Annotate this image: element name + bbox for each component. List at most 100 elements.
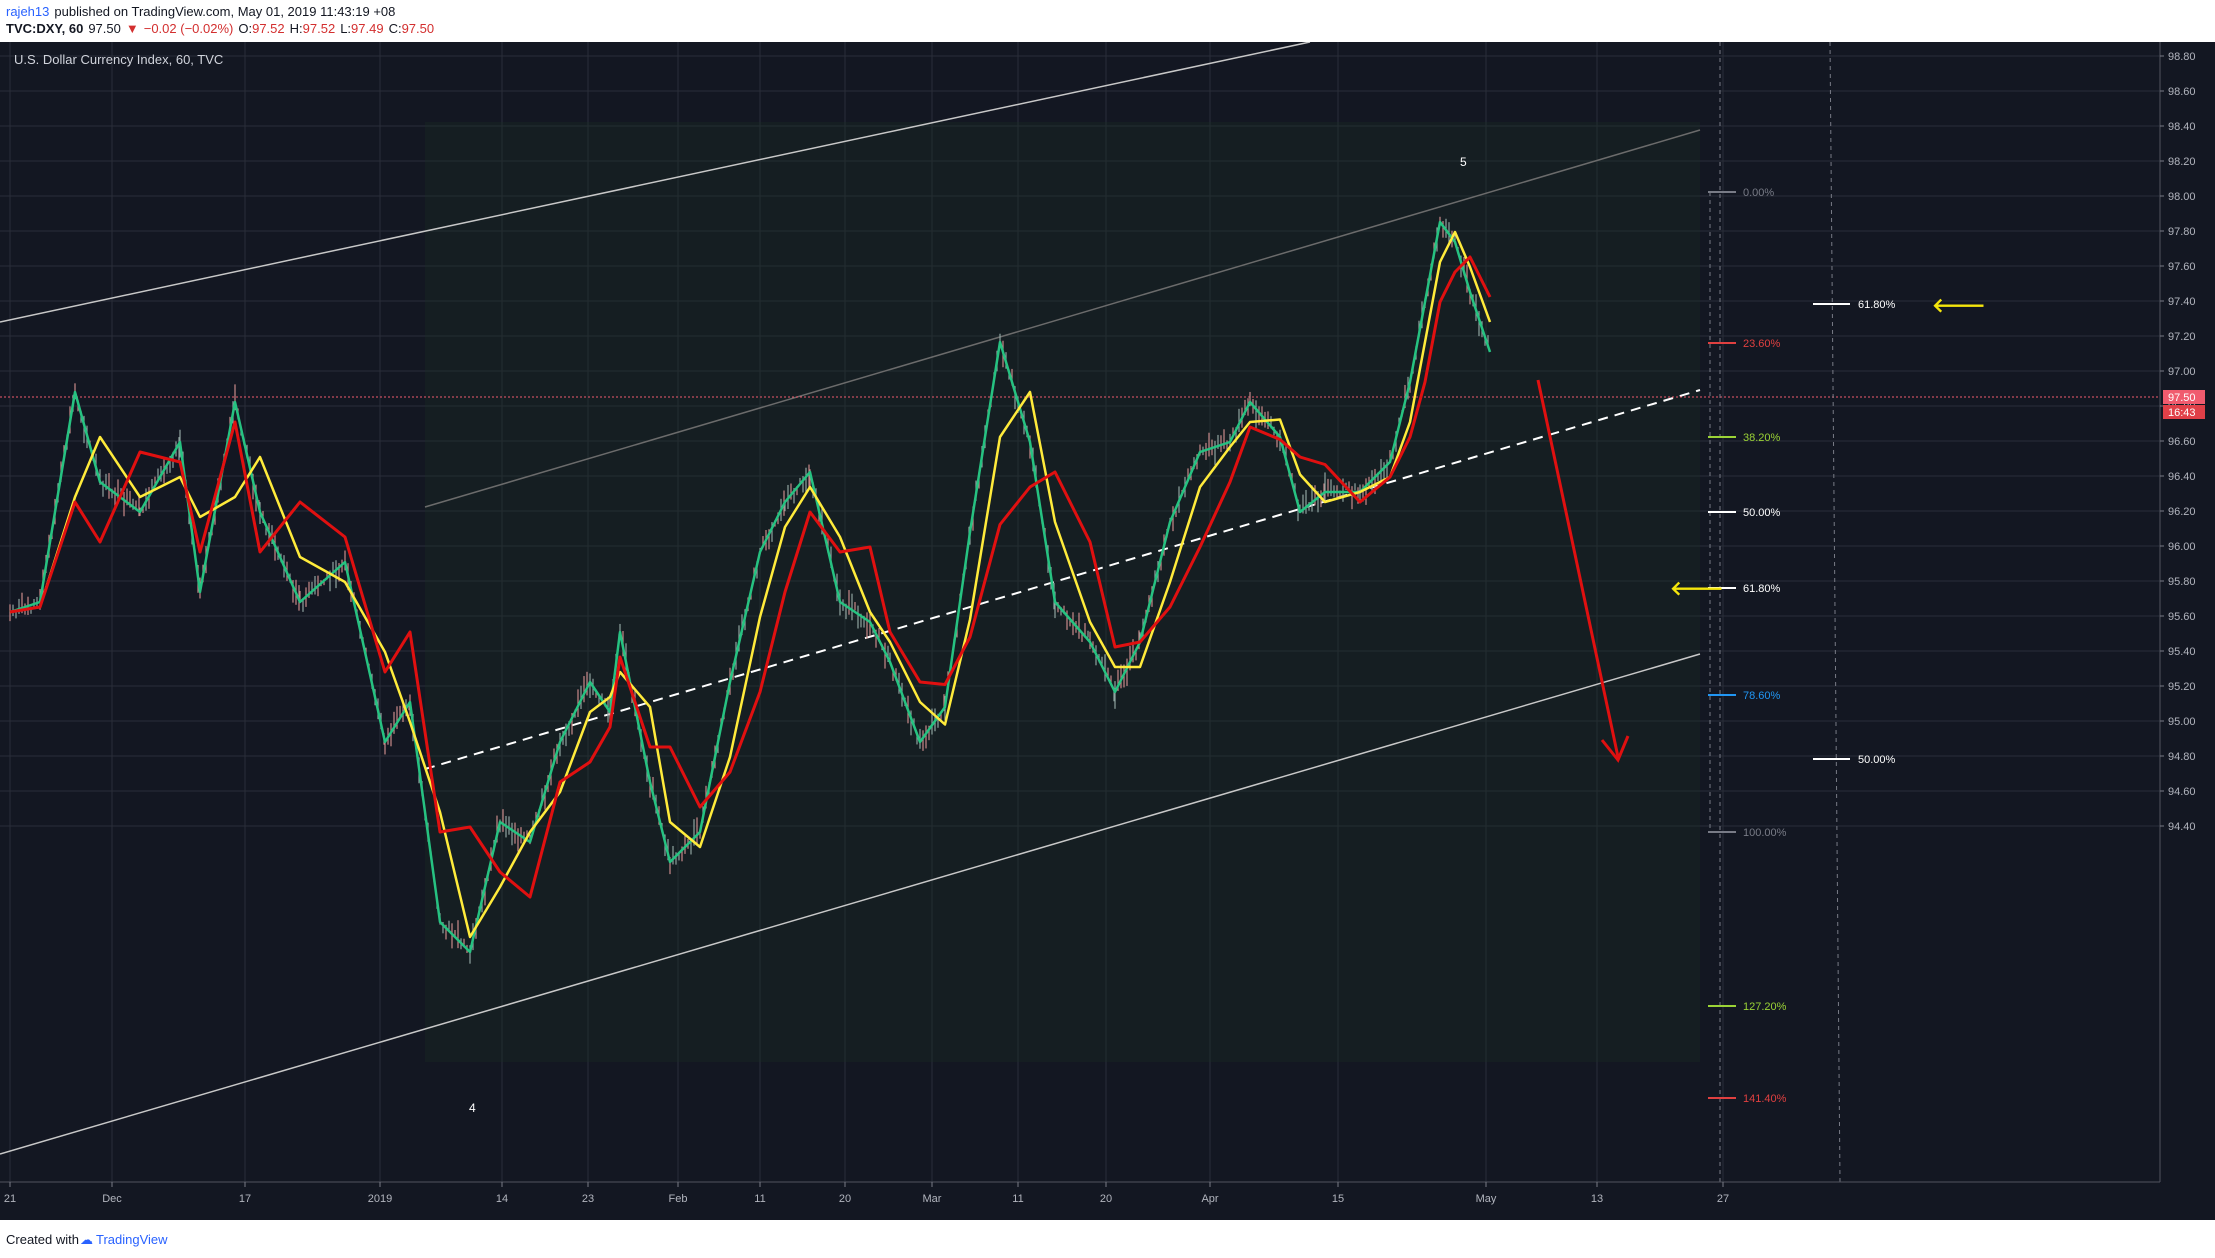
ma-slow-red — [9, 255, 1492, 899]
countdown-badge — [2163, 405, 2205, 419]
high-label: H: — [289, 21, 303, 36]
price-tick-label: 96.00 — [2168, 541, 2196, 553]
last-price-badge-label: 97.50 — [2168, 392, 2196, 404]
time-tick-label: 27 — [1717, 1193, 1729, 1205]
fib-vertical-dashed-2 — [1829, 42, 1841, 1183]
price-tick-label: 95.40 — [2168, 646, 2196, 658]
time-tick-label: 15 — [1332, 1193, 1344, 1205]
time-tick-label: 2019 — [368, 1193, 392, 1205]
price-tick-label: 98.00 — [2168, 191, 2196, 203]
time-tick-label: Feb — [669, 1193, 688, 1205]
close-label: C: — [388, 21, 402, 36]
ohlc-line: TVC:DXY, 60 97.50 ▼ −0.02 (−0.02%) O:97.52 H:… — [6, 20, 439, 37]
time-tick-label: 11 — [1012, 1193, 1023, 1205]
time-tick-label: Apr — [1201, 1193, 1218, 1205]
time-axis[interactable]: 21 Dec 17 2019 14 23 Feb 11 20 Mar 11 20 Apr 15 May 13 2… — [0, 1181, 2160, 1220]
price-tick-label: 95.00 — [2168, 716, 2196, 728]
fib-level-label: 78.60% — [1743, 690, 1781, 702]
high-value: 97.52 — [302, 21, 336, 36]
time-tick-label: Dec — [102, 1193, 122, 1205]
price-tick-label: 98.40 — [2168, 121, 2196, 133]
open-value: 97.52 — [252, 21, 285, 36]
fib-level-label: 0.00% — [1743, 187, 1774, 199]
brand-name: TradingView — [96, 1232, 168, 1247]
price-tick-label: 94.40 — [2168, 821, 2196, 833]
fib-level-label: 141.40% — [1743, 1093, 1787, 1105]
chart-background — [0, 42, 2215, 1220]
price-tick-label: 95.20 — [2168, 681, 2196, 693]
price-tick-label: 95.60 — [2168, 611, 2196, 623]
moving-averages — [9, 220, 1492, 954]
price-tick-label: 98.20 — [2168, 156, 2196, 168]
time-tick-label: 13 — [1591, 1193, 1603, 1205]
last-value: 97.50 — [88, 21, 121, 36]
close-value: 97.50 — [401, 21, 435, 36]
tradingview-logo[interactable]: ☁ TradingView — [80, 1232, 168, 1248]
open-label: O: — [238, 21, 253, 36]
ma-fast-green — [9, 220, 1492, 954]
price-tick-label: 97.80 — [2168, 226, 2196, 238]
price-tick-label: 96.40 — [2168, 471, 2196, 483]
published-text: published on TradingView.com, May 01, 20… — [54, 4, 396, 19]
created-with-text: Created with — [6, 1232, 79, 1247]
price-tick-label: 96.60 — [2168, 436, 2196, 448]
footer: Created with ☁ TradingView — [0, 1220, 2215, 1258]
down-arrow-icon: ▼ — [125, 21, 139, 36]
price-tick-label: 97.00 — [2168, 366, 2196, 378]
forecast-arrow-shaft — [1536, 379, 1620, 758]
countdown-badge-label: 16:43 — [2168, 407, 2196, 419]
time-tick-label: May — [1476, 1193, 1497, 1205]
time-tick-label: Mar — [923, 1193, 942, 1205]
fib-level-label: 100.00% — [1743, 827, 1787, 839]
author-link[interactable]: rajeh13 — [6, 4, 50, 19]
price-tick-label: 98.80 — [2168, 51, 2196, 63]
grid-lines — [0, 42, 2160, 1182]
tradingview-cloud-icon: ☁ — [80, 1232, 93, 1247]
low-value: 97.49 — [351, 21, 384, 36]
chart-header: rajeh13 published on TradingView.com, May… — [0, 0, 2215, 42]
price-axis[interactable]: 98.80 98.60 98.40 98.20 98.00 97.80 97.60 97.40… — [2159, 42, 2215, 1220]
fib-level-label: 127.20% — [1743, 1001, 1787, 1013]
chart-title: U.S. Dollar Currency Index, 60, TVC — [14, 52, 223, 67]
price-tick-label: 96.20 — [2168, 506, 2196, 518]
low-label: L: — [340, 21, 352, 36]
time-tick-label: 11 — [754, 1193, 765, 1205]
time-axis-bg — [0, 1182, 2160, 1220]
fib-right-level-label: 50.00% — [1858, 754, 1896, 766]
time-tick-label: 20 — [1100, 1193, 1112, 1205]
change-value: −0.02 (−0.02%) — [143, 21, 234, 36]
fib-right-level-label: 61.80% — [1858, 299, 1896, 311]
price-axis-bg — [2160, 42, 2215, 1220]
fib-level-label: 61.80% — [1743, 583, 1781, 595]
upper-channel-line — [424, 129, 1701, 508]
price-tick-label: 94.80 — [2168, 751, 2196, 763]
price-tick-label: 97.20 — [2168, 331, 2196, 343]
trend-lines — [0, 42, 2160, 1155]
price-tick-label: 97.40 — [2168, 296, 2196, 308]
wave-label-5: 5 — [1460, 155, 1467, 169]
time-tick-label: 21 — [4, 1193, 16, 1205]
yellow-arrow-right-icon: 🡐 — [1932, 293, 1986, 317]
time-tick-label: 14 — [496, 1193, 508, 1205]
time-tick-label: 23 — [582, 1193, 594, 1205]
publish-line: rajeh13 published on TradingView.com, May… — [6, 3, 400, 20]
lower-channel-line — [0, 653, 1701, 1155]
last-price-badge — [2163, 390, 2205, 404]
price-tick-label: 97.60 — [2168, 261, 2196, 273]
time-tick-label: 20 — [839, 1193, 851, 1205]
symbol-label: TVC:DXY, 60 — [6, 21, 84, 36]
fib-level-label: 23.60% — [1743, 338, 1781, 350]
time-tick-label: 17 — [239, 1193, 251, 1205]
price-tick-label: 94.60 — [2168, 786, 2196, 798]
fib-level-label: 50.00% — [1743, 507, 1781, 519]
ma-mid-yellow — [9, 230, 1492, 939]
price-tick-label: 95.80 — [2168, 576, 2196, 588]
forecast-arrow-head — [1600, 735, 1630, 763]
fib-level-label: 38.20% — [1743, 432, 1781, 444]
price-tick-label: 98.60 — [2168, 86, 2196, 98]
wave-label-4: 4 — [469, 1101, 476, 1115]
yellow-arrow-left-icon: 🡐 — [1670, 576, 1724, 600]
price-chart[interactable]: 0.00% 23.60% 38.20% 50.00% 61.80% 78.60% 100.0… — [0, 42, 2215, 1220]
fibonacci-levels: 0.00% 23.60% 38.20% 50.00% 61.80% 78.60% 100.0… — [1708, 42, 1896, 1183]
annotations: 5 4 🡐 🡐 — [469, 155, 1986, 1115]
